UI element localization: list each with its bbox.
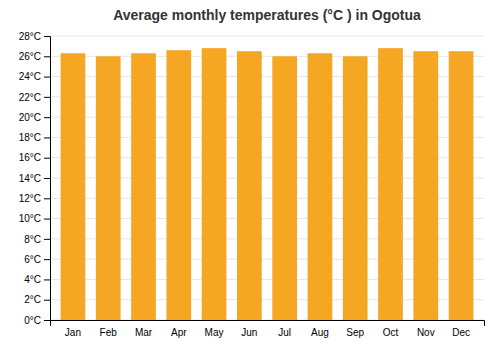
x-tick: Apr	[171, 327, 187, 338]
bar	[413, 51, 438, 320]
y-tick-label: 0°C	[24, 315, 41, 326]
y-axis-line	[44, 37, 51, 321]
bar	[202, 48, 227, 320]
y-tick: 14°C	[19, 173, 50, 184]
y-tick-mark	[44, 56, 50, 57]
bar	[378, 48, 403, 320]
x-tick-label: Apr	[171, 327, 187, 338]
grid	[50, 36, 484, 320]
y-tick-mark	[44, 178, 50, 179]
y-tick-label: 6°C	[24, 254, 41, 265]
x-axis-line	[51, 321, 485, 327]
bar	[237, 51, 262, 320]
x-tick-label: Jun	[241, 327, 257, 338]
y-tick-label: 12°C	[19, 193, 41, 204]
chart: 0°C 2°C 4°C 6°C 8°C 10°C 12°C 14°C 16°C 18°C 20°C 2…	[0, 0, 500, 350]
x-tick: Jan	[65, 327, 81, 338]
bar	[449, 51, 474, 320]
y-tick: 0°C	[24, 315, 50, 326]
y-tick: 24°C	[19, 71, 50, 82]
x-tick: Aug	[311, 327, 329, 338]
y-tick-mark	[44, 77, 50, 78]
y-tick-label: 22°C	[19, 92, 41, 103]
y-tick: 4°C	[24, 274, 50, 285]
x-tick-label: Oct	[383, 327, 399, 338]
y-tick-mark	[44, 320, 50, 321]
x-tick-label: Nov	[417, 327, 435, 338]
x-tick: Dec	[452, 327, 470, 338]
y-tick-label: 8°C	[24, 234, 41, 245]
y-tick-mark	[44, 198, 50, 199]
y-tick: 26°C	[19, 51, 50, 62]
y-tick-mark	[44, 259, 50, 260]
grid-line	[50, 36, 484, 37]
y-tick: 12°C	[19, 193, 50, 204]
x-tick: Jul	[278, 327, 291, 338]
x-axis: Jan Feb Mar Apr May Jun Jul Aug Sep Oct Nov Dec	[51, 321, 485, 339]
x-tick-label: Feb	[100, 327, 118, 338]
y-tick-mark	[44, 97, 50, 98]
y-tick-label: 10°C	[19, 213, 41, 224]
y-tick: 10°C	[19, 213, 50, 224]
x-tick: Feb	[100, 327, 118, 338]
plot-area	[61, 48, 474, 320]
bar	[131, 53, 156, 320]
y-tick: 20°C	[19, 112, 50, 123]
y-tick-label: 18°C	[19, 132, 41, 143]
title: Average monthly temperatures (°C ) in Og…	[113, 7, 421, 23]
y-tick-mark	[44, 158, 50, 159]
x-tick-label: May	[205, 327, 224, 338]
y-tick: 16°C	[19, 152, 50, 163]
y-tick: 6°C	[24, 254, 50, 265]
x-tick: Sep	[346, 327, 364, 338]
y-tick-label: 26°C	[19, 51, 41, 62]
y-tick-label: 14°C	[19, 173, 41, 184]
y-tick-label: 2°C	[24, 294, 41, 305]
x-tick: Jun	[241, 327, 257, 338]
bar	[308, 53, 333, 320]
x-tick: Oct	[383, 327, 399, 338]
bar	[272, 56, 297, 320]
bar	[166, 50, 191, 320]
y-tick-mark	[44, 219, 50, 220]
y-tick-label: 24°C	[19, 71, 41, 82]
x-tick: Mar	[135, 327, 153, 338]
x-tick-label: Aug	[311, 327, 329, 338]
y-tick-label: 4°C	[24, 274, 41, 285]
y-tick-mark	[44, 137, 50, 138]
y-tick-mark	[44, 279, 50, 280]
y-tick: 8°C	[24, 234, 50, 245]
y-tick: 22°C	[19, 92, 50, 103]
y-tick-label: 16°C	[19, 152, 41, 163]
bar	[343, 56, 368, 320]
y-tick-mark	[44, 117, 50, 118]
y-axis: 0°C 2°C 4°C 6°C 8°C 10°C 12°C 14°C 16°C 18°C 20°C 2…	[19, 31, 51, 326]
x-tick-label: Sep	[346, 327, 364, 338]
chart-container: 0°C 2°C 4°C 6°C 8°C 10°C 12°C 14°C 16°C 18°C 20°C 2…	[0, 0, 500, 350]
x-tick: May	[205, 327, 224, 338]
y-tick: 28°C	[19, 31, 50, 42]
y-tick: 2°C	[24, 294, 50, 305]
bar	[61, 53, 86, 320]
x-tick: Nov	[417, 327, 435, 338]
x-tick-label: Mar	[135, 327, 153, 338]
y-tick-label: 28°C	[19, 31, 41, 42]
bar	[96, 56, 121, 320]
y-tick-label: 20°C	[19, 112, 41, 123]
x-tick-label: Dec	[452, 327, 470, 338]
x-tick-label: Jul	[278, 327, 291, 338]
y-tick-mark	[44, 239, 50, 240]
y-tick-mark	[44, 300, 50, 301]
y-tick-mark	[44, 36, 50, 37]
x-tick-label: Jan	[65, 327, 81, 338]
y-tick: 18°C	[19, 132, 50, 143]
